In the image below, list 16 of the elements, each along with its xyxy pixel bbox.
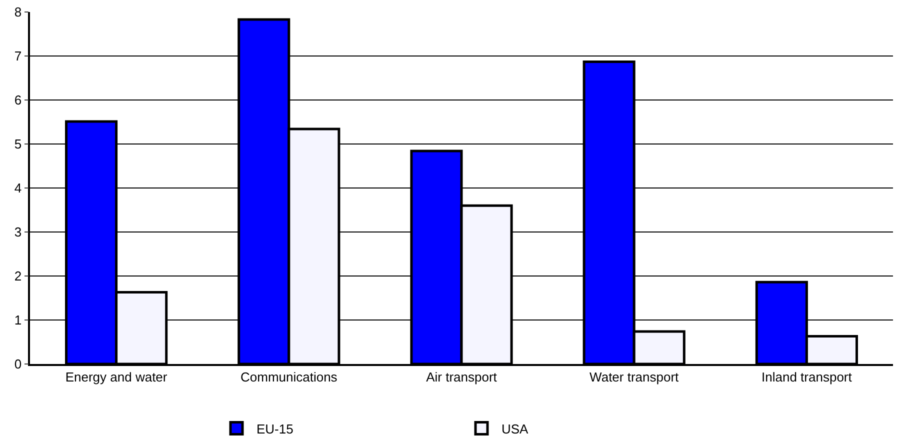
y-tick-label: 7 (14, 48, 22, 64)
x-tick-label: Inland transport (762, 369, 852, 384)
y-tick-label: 2 (14, 268, 22, 284)
legend-label: EU-15 (256, 421, 294, 436)
legend-label: USA (502, 421, 529, 436)
y-tick-label: 0 (14, 356, 22, 372)
y-tick-label: 1 (14, 312, 22, 328)
x-tick-label: Water transport (590, 369, 680, 384)
y-tick-label: 8 (14, 4, 22, 20)
x-tick-label: Energy and water (65, 369, 168, 384)
x-tick-label: Communications (240, 369, 338, 384)
x-tick-label: Air transport (426, 369, 498, 384)
y-tick-label: 6 (14, 92, 22, 108)
y-tick-label: 4 (14, 180, 22, 196)
y-tick-label: 3 (14, 224, 22, 240)
y-tick-label: 5 (14, 136, 22, 152)
